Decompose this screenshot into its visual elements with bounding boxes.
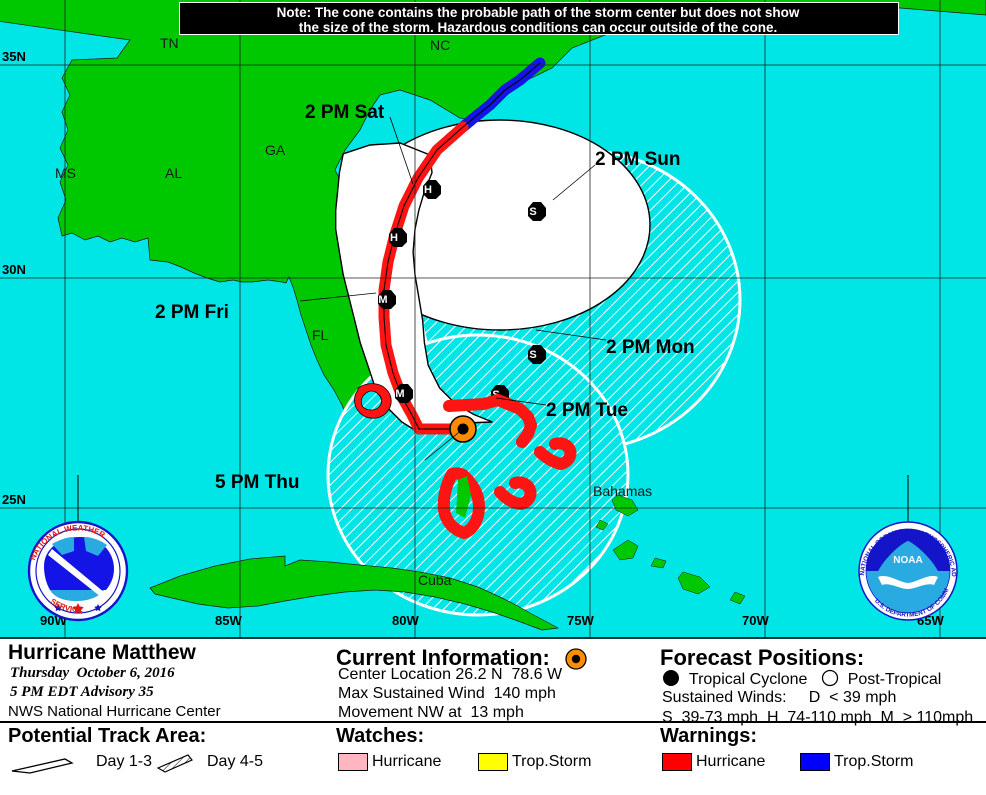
svg-text:25N: 25N [2, 492, 26, 507]
svg-text:2 PM Tue: 2 PM Tue [546, 400, 628, 421]
svg-text:FL: FL [312, 327, 329, 343]
svg-text:H: H [424, 184, 432, 196]
svg-text:75W: 75W [567, 613, 594, 628]
svg-text:Bahamas: Bahamas [593, 483, 652, 499]
svg-text:M: M [395, 388, 404, 400]
svg-text:70W: 70W [742, 613, 769, 628]
svg-text:M: M [378, 294, 387, 306]
svg-text:AL: AL [165, 165, 182, 181]
svg-text:85W: 85W [215, 613, 242, 628]
svg-text:2 PM Sun: 2 PM Sun [595, 149, 681, 170]
svg-text:2 PM Sat: 2 PM Sat [305, 102, 385, 123]
svg-text:35N: 35N [2, 49, 26, 64]
svg-text:NC: NC [430, 37, 450, 53]
svg-text:5 PM Thu: 5 PM Thu [215, 472, 299, 493]
svg-text:S: S [529, 206, 536, 218]
svg-text:2 PM Fri: 2 PM Fri [155, 302, 229, 323]
svg-text:30N: 30N [2, 262, 26, 277]
svg-text:S: S [529, 349, 536, 361]
svg-text:NOAA: NOAA [893, 555, 922, 566]
svg-text:H: H [390, 232, 398, 244]
svg-text:GA: GA [265, 142, 286, 158]
svg-text:2 PM Mon: 2 PM Mon [606, 337, 695, 358]
svg-text:80W: 80W [392, 613, 419, 628]
svg-text:MS: MS [55, 165, 76, 181]
svg-text:TN: TN [160, 35, 179, 51]
svg-text:Cuba: Cuba [418, 572, 452, 588]
